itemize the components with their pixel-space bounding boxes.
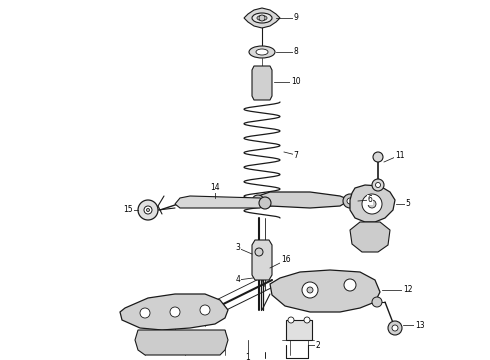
Circle shape xyxy=(375,183,381,188)
Circle shape xyxy=(259,197,271,209)
Polygon shape xyxy=(255,192,350,208)
Circle shape xyxy=(372,179,384,191)
Text: 9: 9 xyxy=(294,13,298,22)
Text: 5: 5 xyxy=(406,199,411,208)
Circle shape xyxy=(343,194,357,208)
Text: 12: 12 xyxy=(403,285,413,294)
Circle shape xyxy=(144,206,152,214)
Text: 10: 10 xyxy=(291,77,301,86)
Circle shape xyxy=(368,200,376,208)
Text: 2: 2 xyxy=(316,341,320,350)
Circle shape xyxy=(392,325,398,331)
Circle shape xyxy=(307,287,313,293)
Polygon shape xyxy=(135,330,228,355)
Text: 14: 14 xyxy=(210,184,220,193)
Text: 7: 7 xyxy=(294,150,298,159)
Text: 11: 11 xyxy=(395,150,405,159)
Circle shape xyxy=(344,279,356,291)
Text: 8: 8 xyxy=(294,48,298,57)
Circle shape xyxy=(252,195,264,207)
Text: 1: 1 xyxy=(245,354,250,360)
Circle shape xyxy=(140,308,150,318)
Circle shape xyxy=(170,307,180,317)
Circle shape xyxy=(200,305,210,315)
Text: 6: 6 xyxy=(368,195,372,204)
Text: 3: 3 xyxy=(236,243,241,252)
Text: 13: 13 xyxy=(415,320,425,329)
Circle shape xyxy=(255,248,263,256)
Circle shape xyxy=(147,208,149,211)
Circle shape xyxy=(347,198,353,204)
Text: 16: 16 xyxy=(281,256,291,265)
Text: 15: 15 xyxy=(123,206,133,215)
Circle shape xyxy=(372,297,382,307)
Polygon shape xyxy=(252,240,272,280)
Polygon shape xyxy=(175,196,265,208)
Polygon shape xyxy=(350,222,390,252)
Circle shape xyxy=(304,317,310,323)
Circle shape xyxy=(138,200,158,220)
Polygon shape xyxy=(270,270,380,312)
Circle shape xyxy=(259,15,265,21)
Circle shape xyxy=(362,194,382,214)
Text: 4: 4 xyxy=(236,275,241,284)
Circle shape xyxy=(302,282,318,298)
Polygon shape xyxy=(350,185,395,222)
Circle shape xyxy=(388,321,402,335)
Bar xyxy=(286,320,312,340)
Circle shape xyxy=(373,152,383,162)
Ellipse shape xyxy=(256,49,268,55)
Ellipse shape xyxy=(249,46,275,58)
Ellipse shape xyxy=(252,13,272,23)
Polygon shape xyxy=(252,66,272,100)
Ellipse shape xyxy=(257,15,267,21)
Polygon shape xyxy=(120,294,228,330)
Circle shape xyxy=(288,317,294,323)
Polygon shape xyxy=(244,8,280,28)
